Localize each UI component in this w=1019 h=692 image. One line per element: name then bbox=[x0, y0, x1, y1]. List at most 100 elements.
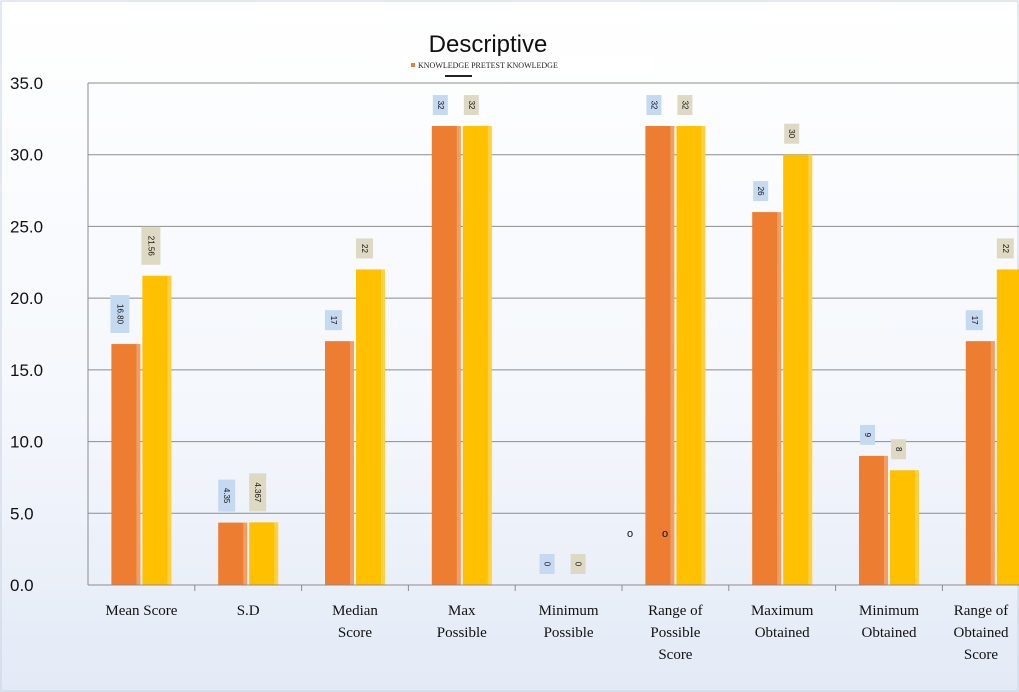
data-label: 0 bbox=[574, 562, 583, 567]
x-category-label: Score bbox=[964, 647, 998, 663]
y-tick-label: 10.0 bbox=[10, 433, 43, 452]
bar-posttest bbox=[996, 269, 1019, 585]
bar-highlight bbox=[670, 126, 675, 586]
bar-highlight bbox=[487, 126, 492, 586]
data-label-box bbox=[463, 95, 479, 116]
data-label: 17 bbox=[329, 316, 338, 325]
bar-pretest bbox=[752, 212, 782, 586]
data-label: 16.80 bbox=[115, 304, 124, 325]
data-label: 9 bbox=[863, 433, 872, 438]
data-label: 0 bbox=[543, 562, 552, 567]
x-category-label: Mean Score bbox=[105, 603, 177, 619]
data-label: 21.56 bbox=[146, 236, 155, 257]
data-label: 32 bbox=[436, 101, 445, 110]
y-tick-label: 0.0 bbox=[10, 576, 34, 595]
bar-pretest bbox=[111, 344, 141, 585]
data-label: 22 bbox=[360, 244, 369, 253]
bar-highlight bbox=[884, 455, 888, 585]
y-tick-label: 20.0 bbox=[10, 289, 43, 308]
data-label: 26 bbox=[756, 187, 765, 196]
data-label: 4.367 bbox=[253, 482, 262, 503]
data-label-box bbox=[570, 554, 586, 574]
bar-pretest bbox=[965, 341, 995, 585]
data-label-box bbox=[677, 95, 693, 116]
x-category-label: Minimum bbox=[859, 603, 919, 619]
data-label: 32 bbox=[467, 101, 476, 110]
y-tick-label: 15.0 bbox=[10, 361, 43, 380]
data-label-box bbox=[110, 295, 130, 334]
legend-text: KNOWLEDGE PRETEST KNOWLEDGE bbox=[418, 61, 558, 70]
bar-highlight bbox=[990, 341, 995, 585]
x-category-label: Possible bbox=[437, 625, 487, 641]
bar-highlight bbox=[915, 470, 919, 585]
data-label-box bbox=[784, 123, 800, 144]
x-category-label: S.D bbox=[237, 603, 260, 619]
data-label-box bbox=[539, 554, 555, 574]
data-label: 17 bbox=[970, 316, 979, 325]
x-category-label: Max bbox=[448, 603, 476, 619]
x-category-label: Possible bbox=[544, 625, 594, 641]
bar-posttest bbox=[676, 126, 706, 586]
bar-posttest bbox=[249, 522, 279, 585]
data-label: 32 bbox=[680, 101, 689, 110]
bar-highlight bbox=[167, 275, 172, 585]
bar-pretest bbox=[859, 455, 888, 585]
bar-posttest bbox=[142, 275, 172, 585]
x-category-label: Range of bbox=[954, 603, 1009, 619]
stray-mark: o bbox=[627, 528, 633, 540]
bar-posttest bbox=[783, 154, 813, 585]
x-category-label: Obtained bbox=[954, 625, 1009, 641]
x-category-label: Obtained bbox=[862, 625, 917, 641]
x-category-label: Score bbox=[658, 647, 692, 663]
data-label-box bbox=[996, 238, 1014, 259]
y-tick-label: 25.0 bbox=[10, 217, 43, 236]
bar-highlight bbox=[350, 341, 354, 585]
data-label-box bbox=[860, 424, 875, 445]
bar-highlight bbox=[381, 269, 385, 585]
bar-highlight bbox=[701, 126, 706, 586]
bar-posttest bbox=[462, 126, 492, 586]
y-tick-label: 30.0 bbox=[10, 146, 43, 165]
bar-posttest bbox=[890, 470, 919, 585]
bar-pretest bbox=[325, 341, 354, 585]
axis-layer: 0.0 5.0 10.0 15.0 20.0 25.0 30.0 35.0 Mean Score… bbox=[10, 74, 1019, 663]
data-label-box bbox=[141, 226, 161, 265]
data-label-box bbox=[965, 310, 983, 331]
bar-highlight bbox=[243, 522, 248, 585]
data-label: 30 bbox=[787, 129, 796, 138]
x-category-label: Obtained bbox=[755, 625, 810, 641]
data-label-box bbox=[432, 95, 448, 116]
data-label-box bbox=[325, 310, 342, 331]
x-category-label: Median bbox=[332, 603, 378, 619]
data-label-box bbox=[356, 238, 373, 259]
bar-pretest bbox=[218, 522, 248, 585]
legend-box bbox=[405, 56, 653, 74]
data-label-box bbox=[249, 473, 267, 512]
bar-highlight bbox=[808, 154, 813, 585]
bar-highlight bbox=[136, 344, 141, 585]
grid-layer bbox=[88, 82, 1019, 514]
x-category-label: Maximum bbox=[751, 603, 814, 619]
data-label: 22 bbox=[1001, 244, 1010, 253]
data-label-box bbox=[218, 479, 236, 512]
bar-pretest bbox=[431, 126, 461, 586]
data-label-box bbox=[753, 181, 769, 202]
legend-marker-pretest bbox=[411, 63, 415, 67]
data-label: 4.35 bbox=[222, 488, 231, 504]
data-label-box bbox=[891, 439, 906, 460]
y-tick-label: 35.0 bbox=[10, 74, 43, 93]
y-tick-label: 5.0 bbox=[10, 504, 34, 523]
bar-pretest bbox=[645, 126, 675, 586]
bar-highlight bbox=[456, 126, 461, 586]
x-category-label: Score bbox=[338, 625, 372, 641]
data-label: 8 bbox=[894, 447, 903, 452]
x-category-label: Minimum bbox=[539, 603, 599, 619]
bar-posttest bbox=[356, 269, 385, 585]
x-category-label: Range of bbox=[648, 603, 703, 619]
labels-layer: 16.80 21.56 4.35 4.367 17 22 32 32 0 0 32 32 26 30 9 8 1… bbox=[110, 95, 1014, 574]
bar-highlight bbox=[274, 522, 279, 585]
stray-mark: o bbox=[662, 528, 668, 540]
bars-layer bbox=[111, 126, 1019, 586]
